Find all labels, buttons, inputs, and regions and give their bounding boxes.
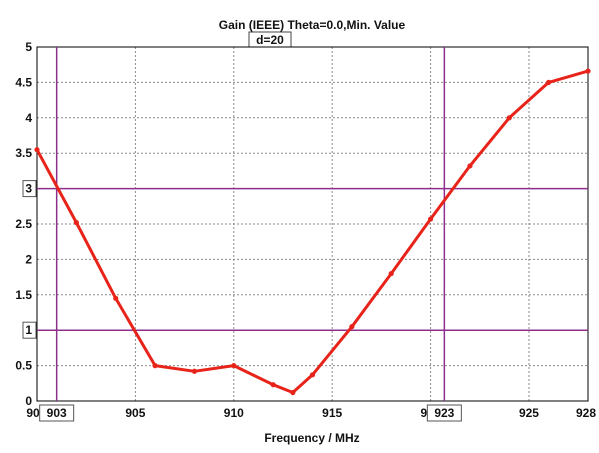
vertical-marker-label-box-0: [39, 404, 75, 422]
y-tick-label-10: 5: [25, 40, 32, 54]
y-tick-label-0: 0: [25, 394, 32, 408]
series-0-point-11: [427, 216, 434, 222]
series-0-point-10: [388, 270, 394, 277]
series-0-point-4: [191, 368, 198, 374]
series-0-point-8: [309, 372, 316, 378]
x-axis-title: Frequency / MHz: [264, 431, 359, 445]
y-tick-label-2: 1: [25, 323, 32, 337]
series-0-point-12: [467, 163, 473, 169]
y-tick-label-7: 3.5: [15, 146, 32, 160]
annotation-box: d=20: [248, 31, 292, 48]
y-tick-label-8: 4: [25, 111, 32, 125]
series-0-point-6: [270, 382, 276, 388]
series-0-point-14: [546, 79, 552, 85]
y-tick-label-box-2: [22, 321, 37, 339]
series-0-point-5: [231, 363, 237, 369]
y-tick-label-9: 4.5: [15, 75, 32, 89]
series-0-point-15: [585, 68, 591, 74]
plot-background: [37, 47, 588, 401]
x-tick-label-2: 910: [224, 406, 244, 420]
series-0-point-0: [34, 147, 40, 153]
vertical-marker-label-0: 903: [47, 406, 67, 420]
series-0-point-7: [290, 389, 296, 396]
series-0-point-9: [349, 324, 355, 330]
y-tick-label-box-6: [22, 180, 37, 198]
y-tick-label-1: 0.5: [15, 359, 32, 373]
plot-area: 00.511.522.533.544.559090591091592092592…: [15, 40, 596, 422]
series-0-point-13: [506, 115, 512, 121]
x-tick-label-1: 905: [125, 406, 145, 420]
vertical-marker-label-1: 923: [434, 406, 454, 420]
y-tick-label-6: 3: [25, 182, 32, 196]
x-tick-label-0: 90: [26, 406, 40, 420]
series-0-point-1: [73, 219, 79, 226]
annotation-label: d=20: [256, 33, 284, 47]
series-0-point-2: [113, 295, 119, 301]
series-0-point-3: [152, 363, 158, 369]
x-tick-label-5: 925: [519, 406, 539, 420]
x-tick-label-3: 915: [322, 406, 342, 420]
y-tick-label-4: 2: [25, 252, 32, 266]
x-tick-label-6: 928: [576, 406, 596, 420]
plot-frame: [36, 46, 589, 402]
chart-title: Gain (IEEE) Theta=0.0,Min. Value: [219, 18, 406, 32]
vertical-marker-label-box-1: [426, 404, 462, 422]
series-line-0: [35, 69, 589, 394]
y-tick-label-5: 2.5: [15, 217, 32, 231]
y-tick-label-3: 1.5: [15, 288, 32, 302]
